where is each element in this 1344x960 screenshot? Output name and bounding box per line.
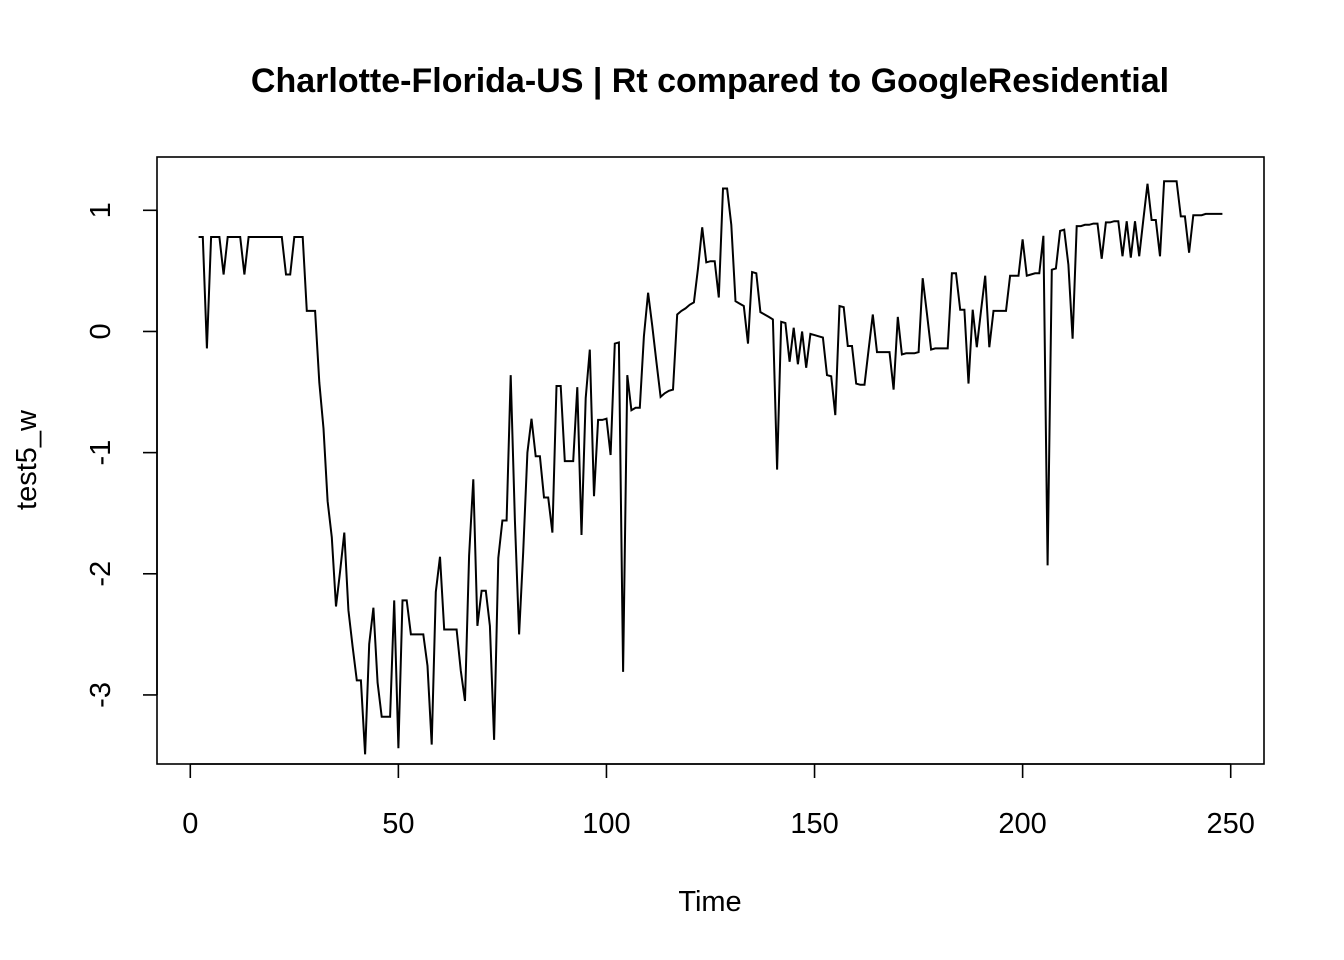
y-tick-label: 0 — [85, 323, 117, 339]
plot-frame — [156, 156, 1265, 765]
y-tick-label: -3 — [85, 682, 117, 708]
x-tick-label: 0 — [182, 808, 198, 840]
y-axis-label: test5_w — [11, 409, 43, 510]
y-axis: -3 -2 -1 0 1 — [85, 202, 158, 708]
x-tick-label: 150 — [790, 808, 838, 840]
y-tick-label: -2 — [85, 561, 117, 587]
x-tick-label: 50 — [382, 808, 414, 840]
y-tick-label: -1 — [85, 440, 117, 466]
x-axis-label: Time — [678, 886, 741, 918]
x-tick-label: 100 — [582, 808, 630, 840]
x-tick-label: 200 — [998, 808, 1046, 840]
x-tick-label: 250 — [1207, 808, 1255, 840]
y-tick-label: 1 — [85, 202, 117, 218]
chart-title: Charlotte-Florida-US | Rt compared to Go… — [251, 62, 1169, 100]
x-axis: 0 50 100 150 200 250 — [182, 763, 1255, 840]
series-line — [198, 180, 1223, 755]
